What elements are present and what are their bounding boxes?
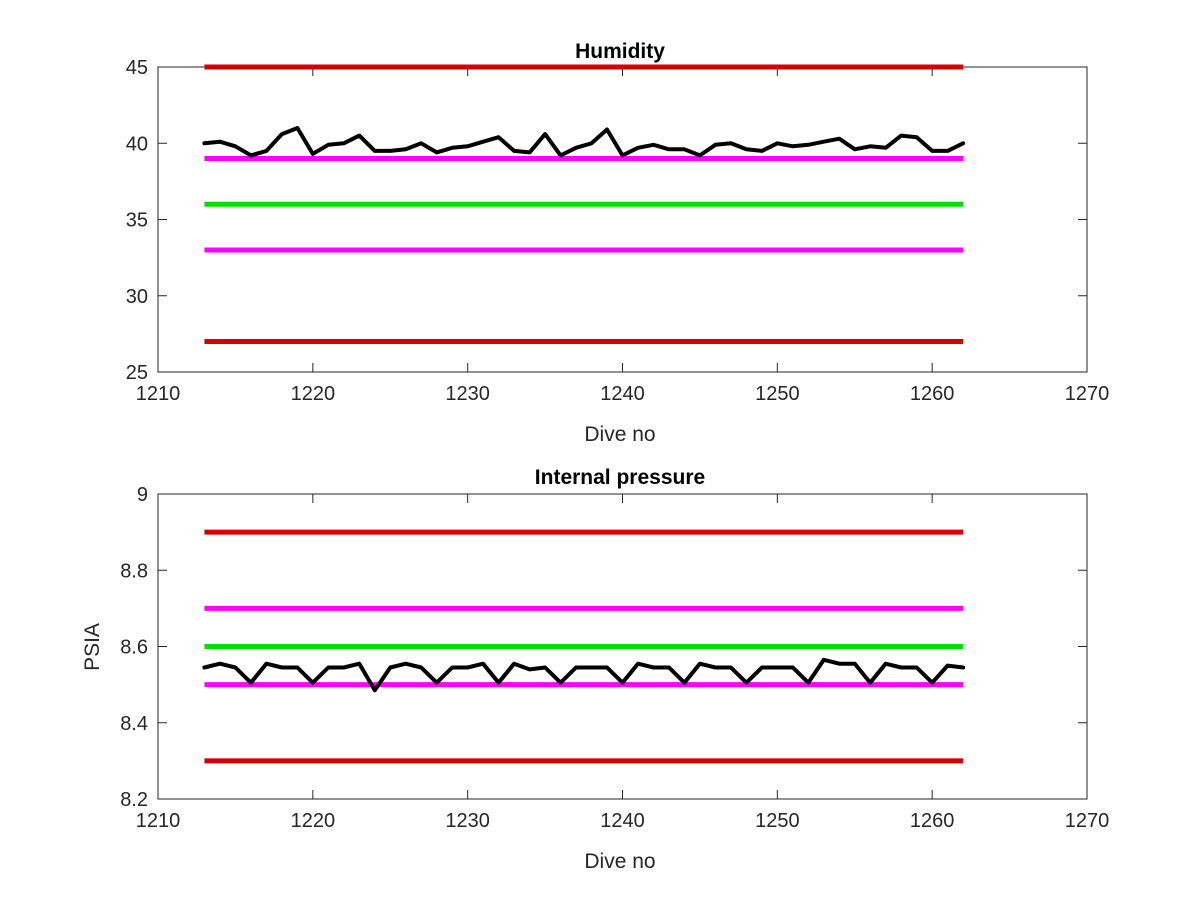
y-tick-label: 30 (126, 286, 148, 308)
x-tick-label: 1210 (136, 810, 181, 832)
x-tick-label: 1260 (910, 810, 955, 832)
x-tick-label: 1250 (755, 810, 800, 832)
y-tick-label: 8.8 (120, 560, 148, 582)
internal-pressure-subplot: Internal pressure 1210 1220 1230 1240 1250 12… (81, 466, 1109, 873)
y-tick-label: 8.6 (120, 637, 148, 659)
plot-title: Humidity (575, 40, 665, 63)
y-tick-label: 25 (126, 362, 148, 384)
y-tick-label: 8.2 (120, 789, 148, 811)
x-tick-label: 1220 (291, 383, 336, 405)
x-tick-label: 1270 (1065, 810, 1110, 832)
x-tick-label: 1220 (291, 810, 336, 832)
y-tick-label: 45 (126, 57, 148, 79)
y-tick-label: 35 (126, 210, 148, 232)
x-tick-label: 1240 (600, 383, 645, 405)
y-tick-label: 8.4 (120, 713, 148, 735)
x-tick-label: 1230 (445, 810, 490, 832)
y-axis-label: PSIA (81, 623, 104, 671)
plot-area: 1210 1220 1230 1240 1250 1260 1270 25 30 35 40 45 (126, 57, 1110, 405)
humidity-subplot: Humidity 1210 1220 1230 1240 1250 1260 1270 25 3… (126, 40, 1110, 446)
plot-title: Internal pressure (535, 466, 705, 489)
y-tick-label: 9 (137, 484, 148, 506)
x-tick-label: 1270 (1065, 383, 1110, 405)
series-line (202, 657, 966, 693)
plot-area: 1210 1220 1230 1240 1250 1260 1270 8.2 8.4 8.6 8.8… (120, 484, 1109, 832)
x-tick-label: 1250 (755, 383, 800, 405)
x-tick-label: 1240 (600, 810, 645, 832)
series-line (202, 126, 966, 158)
y-tick-label: 40 (126, 133, 148, 155)
x-axis-label: Dive no (584, 850, 655, 873)
x-tick-label: 1260 (910, 383, 955, 405)
x-tick-label: 1210 (136, 383, 181, 405)
x-tick-label: 1230 (445, 383, 490, 405)
x-axis-label: Dive no (584, 423, 655, 446)
